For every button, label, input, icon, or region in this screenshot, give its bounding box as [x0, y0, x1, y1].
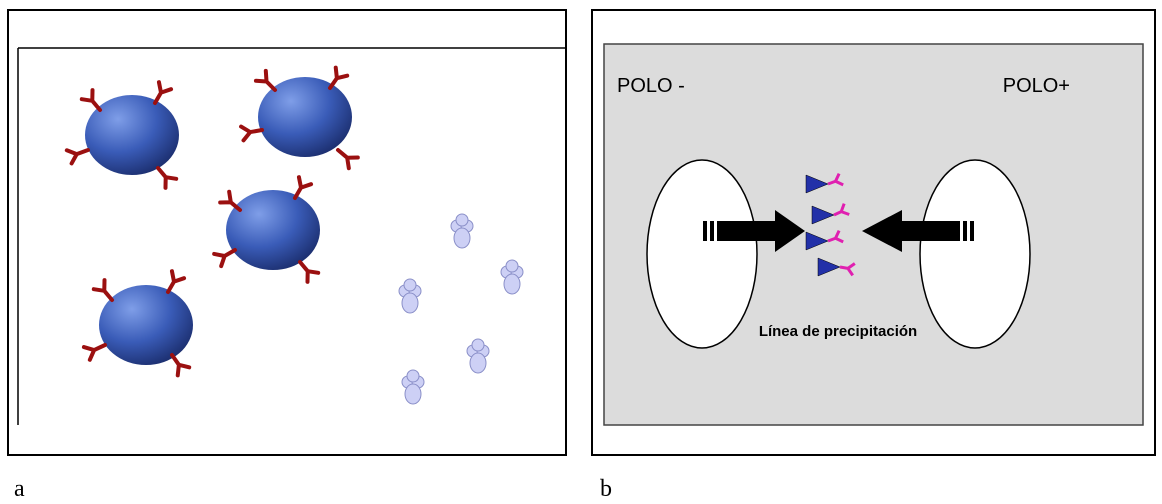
b-cell	[226, 190, 320, 270]
b-cell	[99, 285, 193, 365]
pole-label: POLO -	[617, 75, 685, 97]
figure: a POLO - POLO+ Línea de precipitación b	[0, 0, 1162, 504]
panel-label: a	[14, 476, 25, 502]
caption: Línea de precipitación	[759, 323, 917, 340]
panel-label: b	[600, 476, 612, 502]
well	[920, 160, 1030, 348]
pole-label: POLO+	[1003, 75, 1070, 97]
page: {"panels": [ {"label": "a"}, {"label": "…	[0, 0, 1162, 504]
well	[647, 160, 757, 348]
